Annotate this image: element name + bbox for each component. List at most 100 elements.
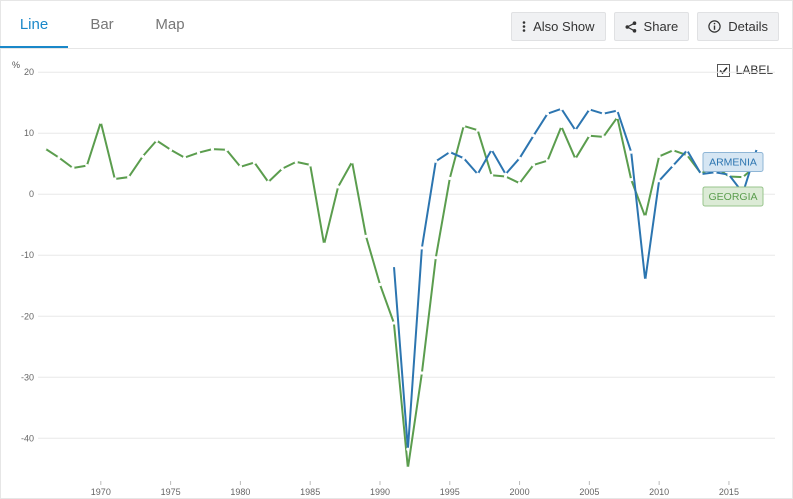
data-point-georgia: [336, 185, 340, 189]
data-point-georgia: [643, 215, 647, 219]
data-point-armenia: [671, 163, 675, 168]
data-point-armenia: [755, 146, 759, 151]
data-point-armenia: [727, 173, 731, 177]
data-point-georgia: [573, 157, 577, 161]
series-label-box-georgia: [702, 186, 764, 207]
details-label: Details: [728, 19, 768, 34]
data-point-georgia: [113, 177, 117, 181]
data-point-georgia: [99, 120, 103, 124]
y-tick-label: -30: [21, 372, 34, 382]
data-point-georgia: [462, 124, 466, 128]
data-point-georgia: [43, 146, 47, 151]
data-point-georgia: [266, 180, 270, 184]
data-point-georgia: [671, 148, 675, 152]
data-point-armenia: [448, 150, 452, 154]
data-point-armenia: [685, 148, 689, 152]
data-point-armenia: [420, 246, 424, 250]
y-tick-label: 10: [24, 128, 34, 138]
label-toggle-text: LABEL: [735, 63, 773, 77]
y-tick-label: 20: [24, 67, 34, 77]
also-show-button[interactable]: Also Show: [511, 12, 606, 41]
data-point-armenia: [615, 109, 619, 113]
data-point-georgia: [476, 128, 480, 132]
data-point-georgia: [322, 242, 326, 246]
data-point-armenia: [392, 264, 396, 268]
y-tick-label: -20: [21, 311, 34, 321]
data-point-georgia: [587, 134, 591, 138]
data-point-georgia: [308, 163, 312, 167]
x-tick-label: 1995: [440, 487, 460, 497]
vertical-dots-icon: [522, 21, 526, 32]
series-label-armenia: ARMENIA: [709, 156, 757, 168]
data-point-georgia: [280, 167, 284, 171]
data-point-georgia: [685, 153, 689, 157]
data-point-georgia: [378, 282, 382, 287]
info-icon: [708, 20, 721, 33]
data-point-armenia: [476, 172, 480, 176]
data-point-georgia: [85, 163, 89, 168]
x-tick-label: 2000: [510, 487, 530, 497]
data-point-georgia: [490, 173, 494, 177]
share-icon: [625, 20, 637, 33]
data-point-armenia: [406, 447, 410, 451]
tab-bar[interactable]: Bar: [90, 15, 114, 33]
tabs-divider: [0, 48, 793, 49]
data-point-georgia: [601, 135, 605, 139]
data-point-georgia: [434, 256, 438, 260]
data-point-georgia: [238, 165, 242, 169]
data-point-georgia: [71, 166, 75, 170]
data-point-georgia: [210, 147, 215, 151]
data-point-georgia: [252, 160, 256, 165]
x-tick-label: 2005: [579, 487, 599, 497]
data-point-armenia: [559, 107, 564, 111]
data-point-georgia: [224, 148, 229, 152]
data-point-georgia: [531, 163, 536, 167]
data-point-armenia: [601, 112, 605, 116]
data-point-georgia: [741, 175, 745, 179]
data-point-georgia: [629, 177, 633, 182]
series-line-georgia: [44, 116, 758, 470]
data-point-georgia: [169, 148, 173, 152]
data-point-armenia: [587, 107, 591, 112]
y-tick-label: 0: [29, 189, 34, 199]
x-tick-label: 1970: [91, 487, 111, 497]
data-point-georgia: [448, 176, 452, 180]
data-point-armenia: [490, 148, 494, 152]
x-tick-label: 2010: [649, 487, 669, 497]
share-label: Share: [643, 19, 679, 34]
data-point-armenia: [545, 112, 550, 116]
data-point-georgia: [127, 175, 131, 179]
tab-line[interactable]: Line: [0, 0, 68, 48]
data-point-armenia: [573, 128, 577, 132]
data-point-armenia: [629, 150, 633, 154]
x-tick-label: 1980: [230, 487, 250, 497]
data-point-armenia: [434, 159, 438, 163]
data-point-georgia: [392, 321, 396, 325]
share-button[interactable]: Share: [613, 12, 690, 41]
data-point-armenia: [462, 156, 466, 160]
details-button[interactable]: Details: [697, 12, 779, 41]
data-point-georgia: [294, 160, 298, 164]
data-point-georgia: [196, 151, 201, 155]
data-point-georgia: [504, 174, 508, 179]
data-point-armenia: [517, 156, 522, 160]
x-tick-label: 2015: [719, 487, 739, 497]
data-point-georgia: [559, 124, 564, 129]
data-point-georgia: [517, 181, 522, 185]
data-point-georgia: [141, 154, 145, 159]
data-point-georgia: [364, 234, 368, 238]
series-label-box-armenia: [702, 151, 764, 172]
x-tick-label: 1990: [370, 487, 390, 497]
tab-map[interactable]: Map: [155, 15, 185, 33]
data-point-georgia: [545, 159, 550, 163]
also-show-label: Also Show: [533, 19, 595, 34]
data-point-armenia: [657, 179, 661, 183]
data-point-georgia: [657, 154, 661, 159]
x-tick-label: 1975: [161, 487, 181, 497]
x-tick-label: 1985: [300, 487, 320, 497]
data-point-georgia: [182, 156, 187, 160]
data-point-armenia: [699, 172, 703, 176]
data-point-armenia: [643, 278, 647, 282]
label-toggle[interactable]: LABEL: [716, 63, 773, 77]
